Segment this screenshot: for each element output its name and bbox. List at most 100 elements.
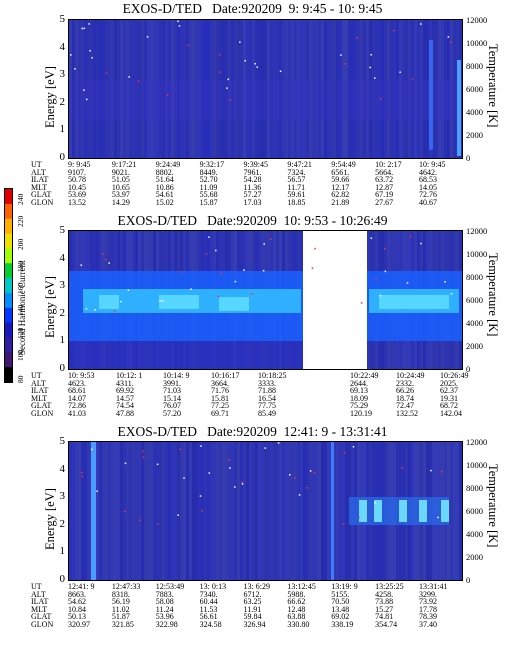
orbit-row-label: GLAT: [31, 401, 52, 411]
noise-speck: [215, 249, 217, 252]
panel-1-y2label: Temperature [K]: [486, 44, 500, 128]
noise-speck: [142, 456, 145, 459]
heatmap-column: [459, 442, 462, 580]
heatmap-peak: [159, 295, 199, 309]
noise-speck: [70, 54, 72, 56]
heatmap-column: [123, 20, 126, 158]
noise-speck: [161, 300, 164, 302]
orbit-cell: 10: 9:53: [68, 371, 95, 380]
heatmap-column: [324, 442, 327, 580]
heatmap-column: [258, 20, 261, 158]
heatmap-column: [246, 20, 249, 158]
noise-speck: [437, 516, 439, 519]
noise-speck: [219, 272, 222, 274]
orbit-cell: 324.58: [199, 620, 222, 629]
orbit-cell: 8663.: [68, 589, 86, 599]
orbit-cell: 10:14: 9: [163, 371, 190, 380]
heatmap-column: [216, 20, 219, 158]
orbit-cell: 10:12: 1: [116, 371, 143, 380]
heatmap-column: [393, 20, 396, 158]
orbit-cell: 57.20: [163, 409, 181, 418]
heatmap-column: [231, 442, 234, 580]
heatmap-column: [360, 20, 363, 158]
heatmap-column: [195, 442, 198, 580]
orbit-cell: 3299.: [419, 589, 437, 599]
noise-speck: [379, 294, 382, 297]
y2-tick-label: 0: [466, 153, 471, 163]
orbit-cell: 62.37: [440, 386, 458, 396]
colorbar-swatch: [5, 278, 12, 294]
heatmap-column: [288, 442, 291, 580]
colorbar-swatch: [5, 218, 12, 235]
orbit-cell: 11.36: [243, 182, 262, 192]
heatmap-column: [240, 442, 243, 580]
heatmap-column: [165, 442, 168, 580]
orbit-cell: 11.24: [155, 604, 174, 614]
heatmap-column: [378, 20, 381, 158]
heatmap-column: [102, 442, 105, 580]
noise-speck: [342, 522, 345, 525]
noise-speck: [105, 72, 108, 74]
orbit-cell: 11.02: [111, 604, 130, 614]
noise-speck: [374, 501, 376, 504]
orbit-cell: 12:41: 9: [68, 582, 95, 591]
noise-speck: [311, 267, 314, 269]
panel-2-y2label: Temperature [K]: [486, 253, 500, 337]
heatmap-column: [282, 20, 285, 158]
noise-speck: [227, 78, 230, 81]
orbit-cell: 11.91: [243, 604, 262, 614]
orbit-cell: 13:12:45: [287, 582, 316, 591]
heatmap-column: [75, 20, 78, 158]
heatmap-column: [159, 20, 162, 158]
heatmap-column: [198, 442, 201, 580]
heatmap-column: [309, 442, 312, 580]
noise-speck: [243, 269, 245, 271]
heatmap-column: [162, 442, 165, 580]
noise-speck: [375, 278, 378, 280]
heatmap-column: [168, 20, 171, 158]
noise-speck: [313, 472, 316, 474]
orbit-cell: 132.52: [396, 409, 418, 418]
heatmap-column: [336, 20, 339, 158]
orbit-row-label: ALT: [31, 167, 46, 177]
orbit-cell: 51.05: [111, 175, 130, 185]
y2-tick-label: 6000: [466, 84, 483, 94]
heatmap-column: [174, 20, 177, 158]
orbit-cell: 15.14: [163, 393, 181, 403]
orbit-cell: 41.03: [68, 409, 86, 418]
orbit-cell: 17.03: [243, 198, 262, 207]
heatmap-band: [69, 80, 462, 120]
orbit-cell: 3991.: [163, 378, 181, 388]
noise-speck: [241, 483, 244, 485]
heatmap-column: [252, 20, 255, 158]
noise-speck: [370, 237, 373, 239]
orbit-cell: 322.98: [155, 620, 178, 629]
orbit-cell: 60.44: [199, 597, 218, 607]
panel-2-heatmap: [69, 231, 462, 369]
noise-speck: [343, 451, 346, 454]
heatmap-column: [204, 442, 207, 580]
heatmap-column: [117, 20, 120, 158]
orbit-cell: 73.92: [419, 597, 437, 607]
orbit-cell: 16.54: [258, 393, 276, 403]
noise-speck: [137, 80, 140, 82]
y2-tick-label: 8000: [466, 483, 483, 493]
panel-3-plot: [68, 441, 463, 581]
noise-speck: [340, 54, 342, 56]
heatmap-column: [147, 442, 150, 580]
heatmap-column: [261, 20, 264, 158]
orbit-cell: 338.19: [331, 620, 354, 629]
heatmap-column: [183, 20, 186, 158]
noise-speck: [83, 27, 86, 30]
noise-speck: [178, 25, 181, 27]
heatmap-column: [204, 20, 207, 158]
orbit-cell: 9:24:49: [155, 160, 181, 169]
orbit-cell: 68.72: [440, 401, 458, 411]
noise-speck: [156, 463, 159, 466]
y-tick-label: 1: [59, 123, 66, 136]
heatmap-column: [111, 20, 114, 158]
noise-speck: [352, 446, 355, 448]
orbit-cell: 2644.: [350, 378, 368, 388]
noise-speck: [288, 474, 291, 476]
orbit-row-label: MLT: [31, 182, 48, 192]
